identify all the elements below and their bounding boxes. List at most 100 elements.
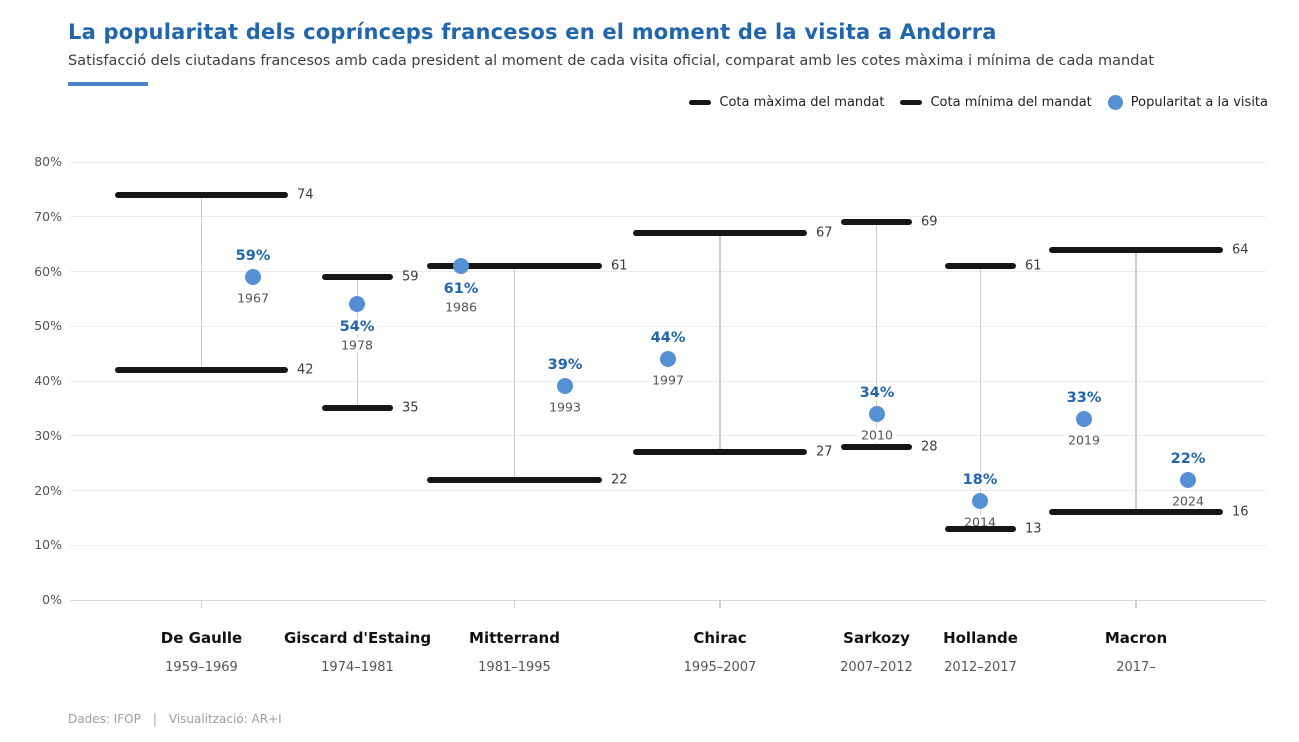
page-title: La popularitat dels coprínceps francesos… [68, 20, 997, 44]
chart-footer: Dades: IFOP | Visualització: AR+I [68, 712, 282, 726]
mandate-min-bar [322, 405, 393, 412]
mandate-min-bar [427, 476, 602, 483]
gridline [70, 271, 1266, 272]
visit-value-label: 61% [440, 281, 482, 298]
mandate-max-bar [841, 219, 912, 226]
mandate-max-bar [322, 273, 393, 280]
visualization-credit: Visualització: AR+I [168, 712, 282, 726]
mandate-max-bar [1049, 246, 1223, 253]
president-name: Macron [1104, 629, 1168, 647]
visit-dot [453, 258, 469, 275]
y-axis-label: 0% [42, 592, 62, 607]
mandate-max-value: 64 [1232, 242, 1249, 258]
mandate-max-value: 74 [297, 187, 314, 203]
mandate-max-bar [945, 263, 1016, 270]
visit-value-label: 44% [647, 330, 689, 347]
visit-dot-swatch-icon [1107, 95, 1123, 110]
x-axis-tick [719, 600, 721, 608]
president-term: 2012–2017 [944, 660, 1017, 675]
gridline [70, 216, 1266, 218]
visit-year-label: 1993 [546, 399, 584, 415]
visit-year-label: 1978 [338, 337, 376, 353]
legend-label-min: Cota mínima del mandat [930, 95, 1092, 110]
president-term: 2017– [1116, 660, 1156, 675]
mandate-min-bar [115, 367, 288, 374]
mandate-min-value: 27 [816, 444, 833, 460]
data-source: Dades: IFOP [68, 712, 141, 726]
title-underline [68, 82, 148, 86]
mandate-min-bar [945, 525, 1016, 532]
visit-dot [972, 493, 988, 510]
mandate-max-bar [633, 230, 807, 237]
mandate-min-value: 13 [1025, 521, 1042, 537]
mandate-max-value: 61 [611, 258, 628, 274]
visit-value-label: 54% [336, 319, 378, 336]
visit-dot [660, 351, 676, 368]
visit-year-label: 1967 [234, 290, 272, 306]
visit-year-label: 2019 [1065, 432, 1103, 448]
visit-value-label: 33% [1063, 390, 1105, 407]
x-axis-tick [1135, 600, 1137, 608]
president-term: 1959–1969 [165, 660, 238, 675]
y-axis-label: 80% [34, 154, 62, 169]
president-name: Giscard d'Estaing [283, 629, 432, 647]
legend-label-max: Cota màxima del mandat [719, 95, 885, 110]
mandate-max-bar [115, 191, 288, 198]
legend-label-visit: Popularitat a la visita [1130, 95, 1268, 110]
legend-item-visit: Popularitat a la visita [1107, 95, 1268, 110]
mandate-range-connector [719, 233, 721, 453]
y-axis-label: 40% [34, 373, 62, 388]
visit-value-label: 34% [856, 384, 898, 401]
mandate-max-value: 69 [921, 214, 938, 230]
visit-year-label: 2010 [858, 427, 896, 443]
president-name: Hollande [943, 629, 1018, 647]
mandate-min-value: 16 [1232, 504, 1249, 520]
mandate-min-value: 22 [611, 472, 628, 488]
visit-dot [557, 378, 573, 395]
mandate-range-connector [200, 194, 203, 371]
x-axis-tick [200, 600, 203, 608]
visit-dot [1180, 471, 1196, 488]
visit-value-label: 18% [959, 472, 1001, 489]
mandate-range-connector [1135, 249, 1137, 513]
y-axis-label: 50% [34, 318, 62, 334]
gridline [70, 435, 1266, 437]
mandate-min-bar [841, 443, 912, 450]
visit-value-label: 39% [544, 357, 586, 374]
gridline [70, 544, 1266, 546]
mandate-min-value: 35 [402, 400, 419, 416]
mandate-range-connector [875, 222, 878, 447]
x-axis-tick [513, 600, 516, 608]
visit-value-label: 22% [1167, 450, 1209, 467]
mandate-range-connector [513, 266, 516, 480]
footer-separator: | [152, 712, 157, 726]
visit-year-label: 1997 [649, 372, 687, 388]
mandate-min-value: 28 [921, 439, 938, 455]
visit-dot [245, 268, 261, 285]
visit-dot [869, 405, 885, 422]
y-axis-label: 70% [34, 208, 62, 224]
mandate-max-value: 67 [816, 225, 833, 241]
legend: Cota màxima del mandat Cota mínima del m… [689, 95, 1268, 110]
gridline [70, 161, 1266, 163]
president-term: 1981–1995 [478, 660, 551, 675]
president-name: Chirac [693, 629, 747, 647]
y-axis-label: 30% [34, 427, 62, 443]
president-name: Mitterrand [469, 629, 560, 647]
president-term: 2007–2012 [840, 660, 913, 675]
max-line-swatch-icon [689, 100, 712, 105]
mandate-min-value: 42 [297, 362, 314, 378]
visit-dot [1076, 411, 1092, 428]
mandate-min-bar [1049, 509, 1223, 516]
mandate-max-value: 59 [402, 269, 419, 285]
mandate-max-bar [427, 263, 602, 270]
y-axis-label: 10% [34, 537, 62, 553]
president-term: 1974–1981 [321, 660, 394, 675]
legend-item-min: Cota mínima del mandat [900, 95, 1092, 110]
page-subtitle: Satisfacció dels ciutadans francesos amb… [68, 53, 1155, 69]
legend-item-max: Cota màxima del mandat [689, 95, 884, 110]
min-line-swatch-icon [900, 100, 923, 105]
mandate-range-connector [979, 266, 982, 529]
president-term: 1995–2007 [683, 660, 757, 675]
